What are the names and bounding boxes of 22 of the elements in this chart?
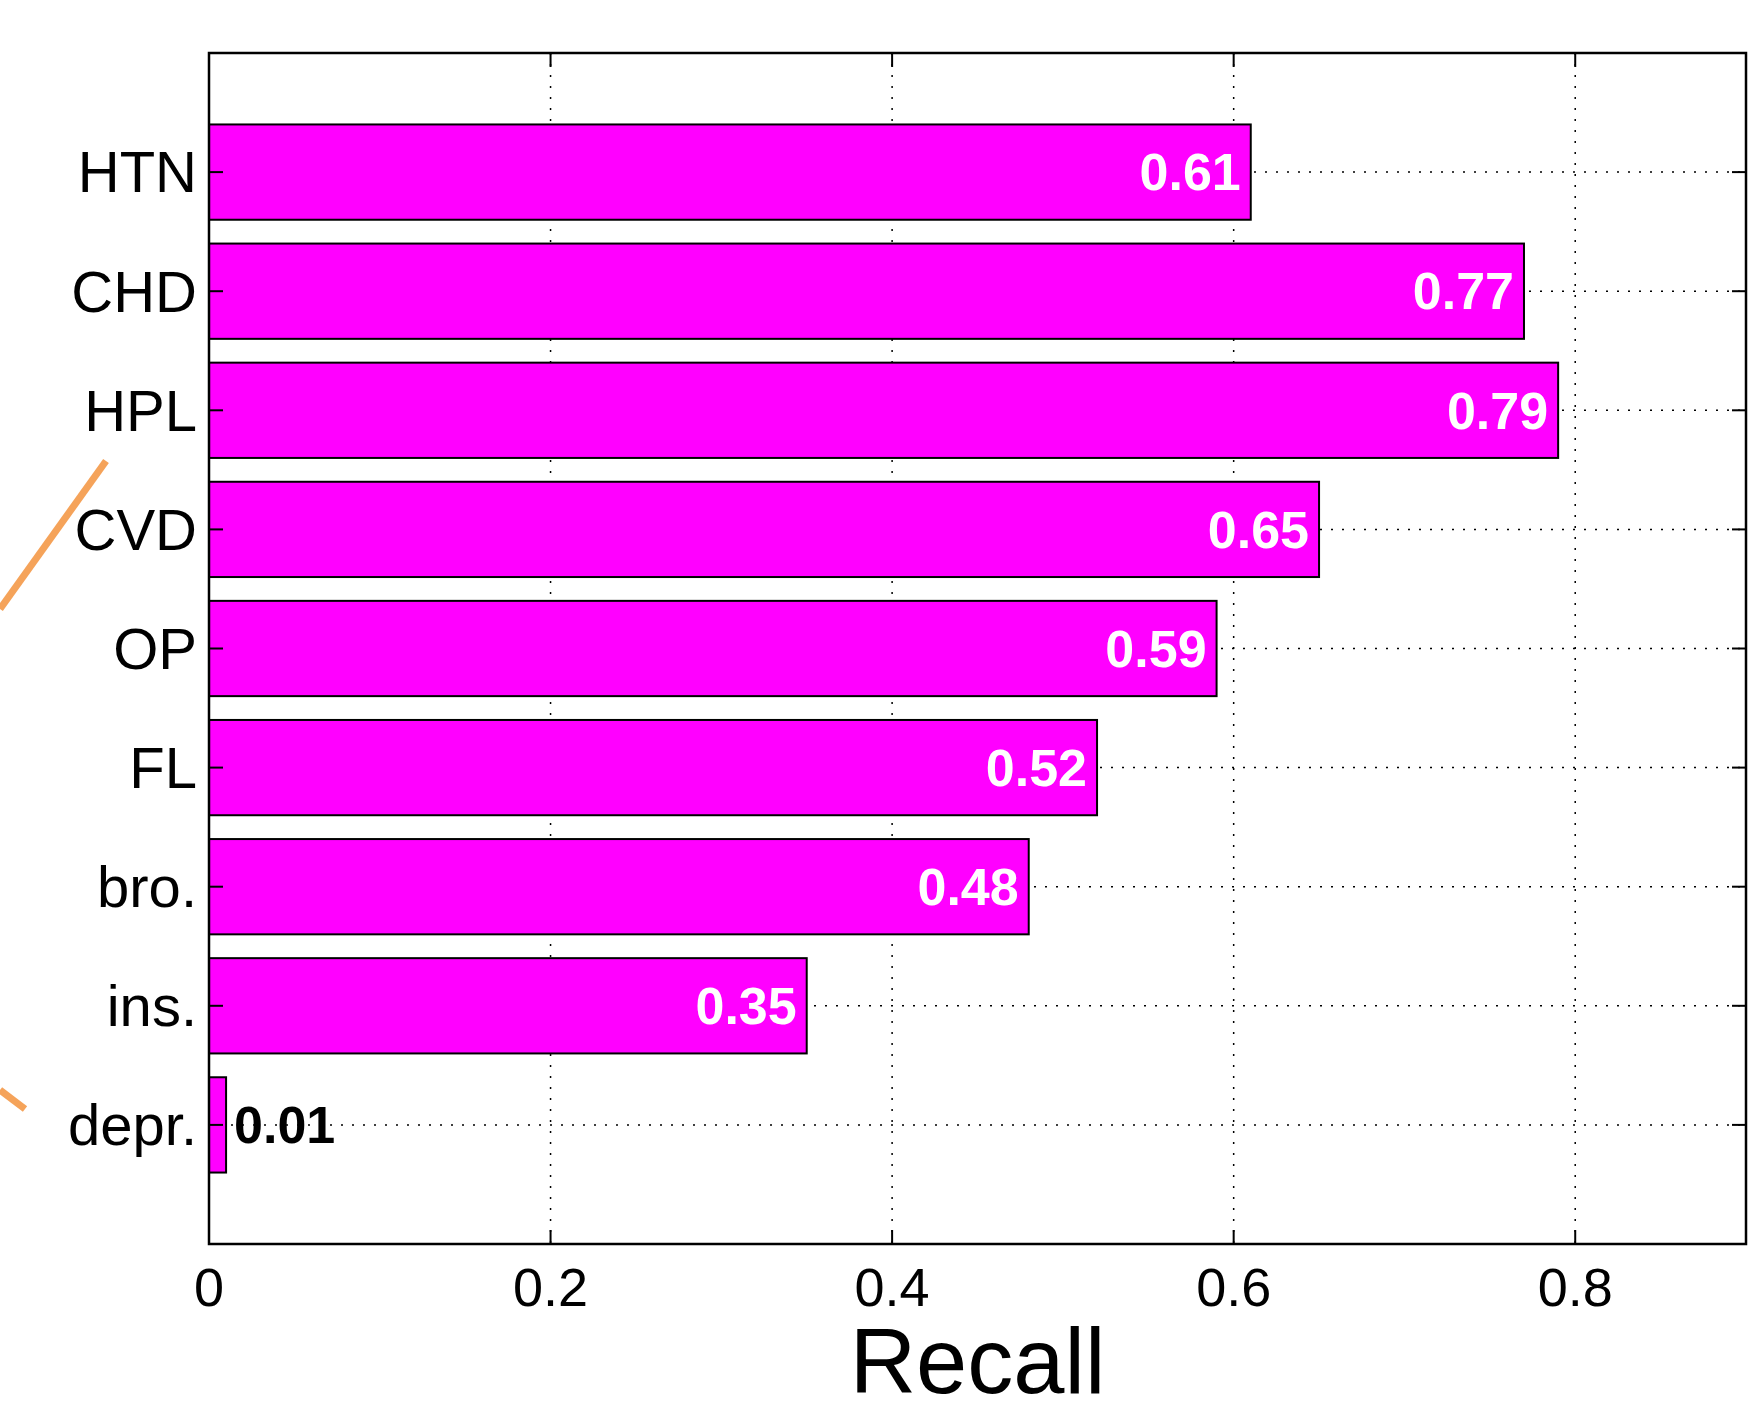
x-tick-label: 0.8 bbox=[1537, 1257, 1613, 1317]
data-label: 0.01 bbox=[234, 1096, 336, 1155]
data-label: 0.61 bbox=[1139, 143, 1241, 202]
data-label: 0.59 bbox=[1105, 619, 1207, 678]
y-tick-label: bro. bbox=[97, 854, 197, 919]
x-tick-label: 0.6 bbox=[1196, 1257, 1272, 1317]
x-tick-label: 0 bbox=[193, 1257, 225, 1317]
y-tick-label: ins. bbox=[106, 973, 197, 1039]
x-tick-label: 0.2 bbox=[513, 1257, 589, 1317]
data-label: 0.48 bbox=[917, 857, 1019, 916]
y-tick-label: HTN bbox=[77, 139, 197, 205]
data-label: 0.35 bbox=[695, 977, 797, 1035]
data-label: 0.65 bbox=[1207, 500, 1310, 559]
y-tick-label: OP bbox=[113, 615, 197, 681]
y-tick-label: depr. bbox=[68, 1092, 197, 1158]
y-tick-label: CVD bbox=[74, 496, 197, 562]
data-label: 0.79 bbox=[1446, 381, 1549, 440]
data-label: 0.77 bbox=[1412, 262, 1514, 321]
y-tick-label: CHD bbox=[71, 258, 197, 324]
data-label: 0.52 bbox=[985, 738, 1088, 797]
y-tick-label: FL bbox=[129, 734, 197, 800]
y-tick-label: HPL bbox=[84, 377, 197, 443]
